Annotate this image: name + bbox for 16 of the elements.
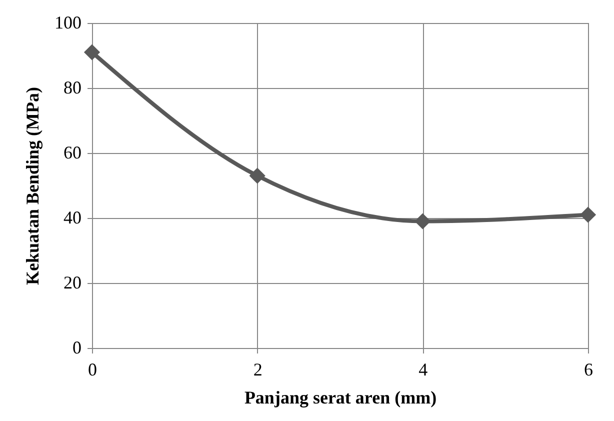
- point: [249, 168, 266, 184]
- point: [84, 44, 100, 60]
- x-axis-title: Panjang serat aren (mm): [244, 388, 437, 408]
- point: [580, 206, 596, 223]
- x-tick-label: 0: [88, 360, 97, 380]
- x-tick-label: 4: [418, 360, 428, 380]
- point: [414, 213, 431, 230]
- y-tick-label: 100: [54, 12, 82, 32]
- y-tick-label: 20: [64, 272, 82, 292]
- y-tick-label: 0: [72, 338, 82, 358]
- y-tick-label: 60: [64, 142, 82, 162]
- y-tick-label: 40: [64, 208, 82, 228]
- y-tick-label: 80: [64, 78, 82, 98]
- x-tick-label: 6: [584, 360, 593, 380]
- y-axis-title: Kekuatan Bending (MPa): [22, 86, 42, 286]
- x-tick-label: 2: [253, 360, 262, 380]
